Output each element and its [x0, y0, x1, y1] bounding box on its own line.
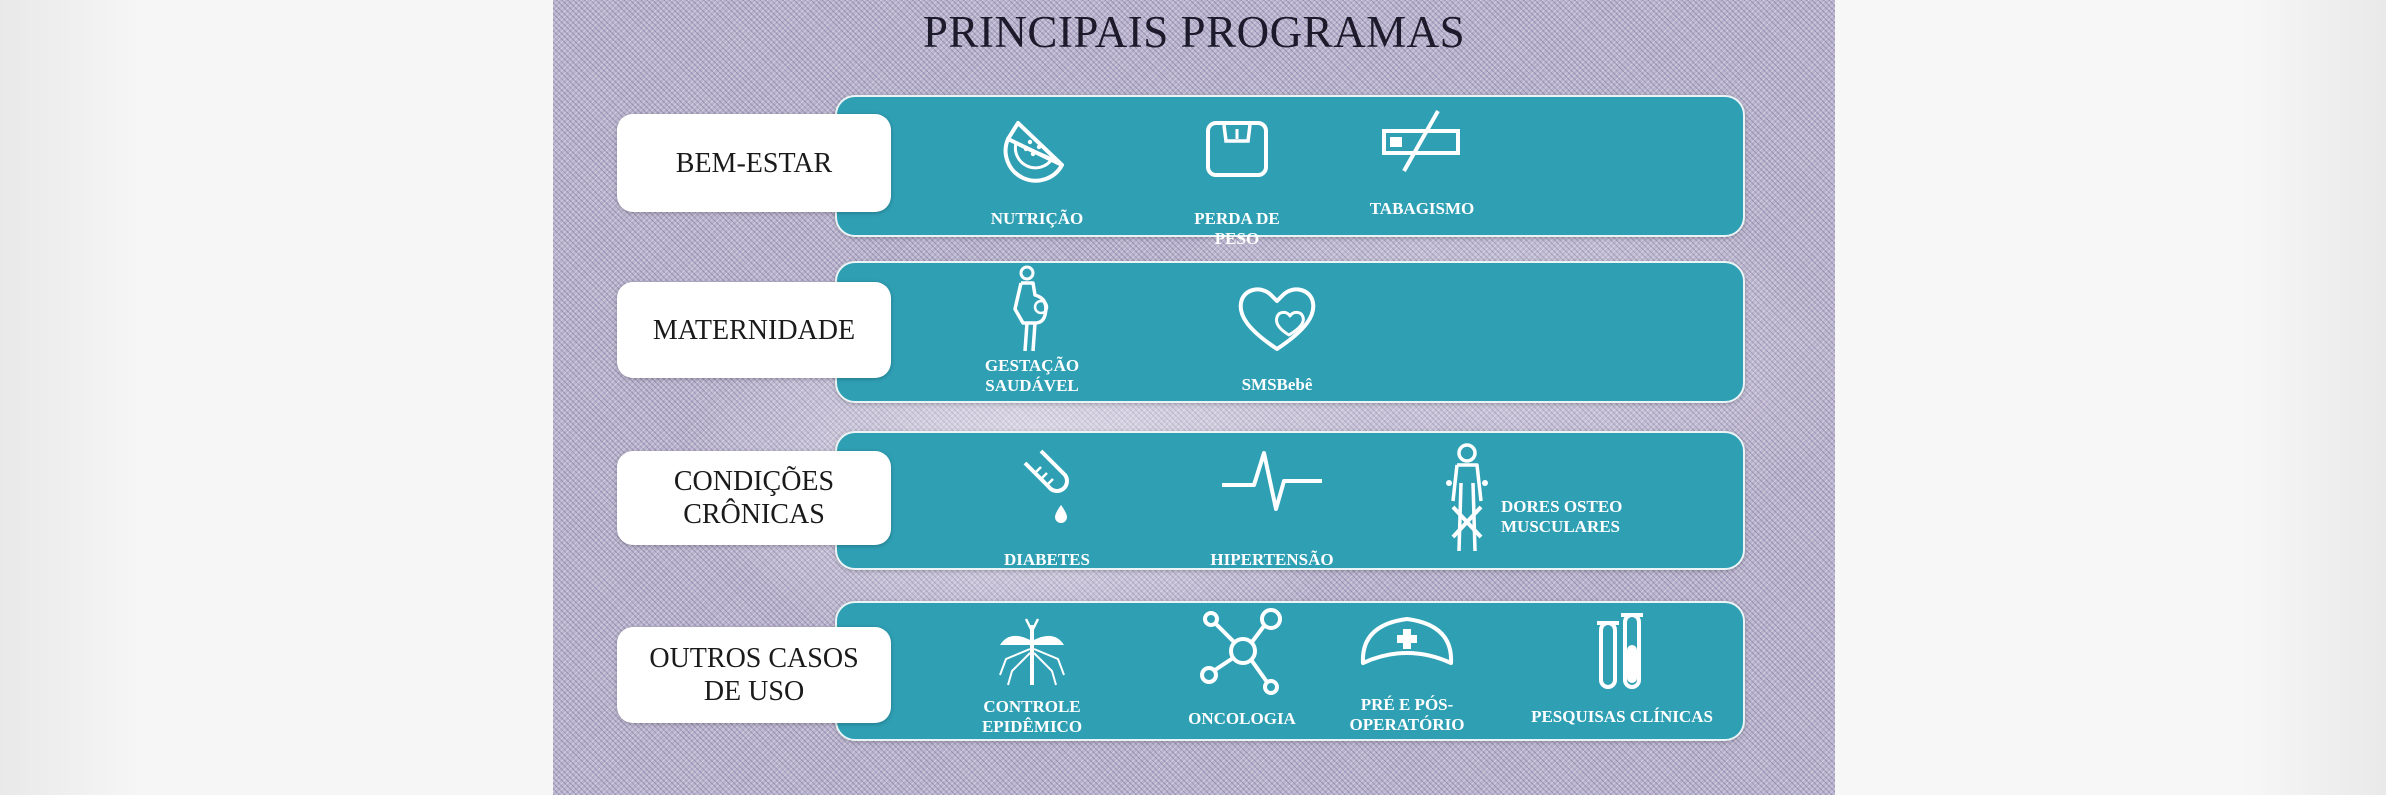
program-smsbebe[interactable]: SMSBebê	[1212, 283, 1342, 394]
item-label: ONCOLOGIA	[1188, 709, 1296, 728]
scale-icon	[1206, 121, 1268, 177]
program-dores-osteo-musculares[interactable]: DORES OSTEO MUSCULARES	[1437, 443, 1737, 561]
category-label-box: BEM-ESTAR	[617, 114, 891, 212]
item-label: PESQUISAS CLÍNICAS	[1531, 707, 1713, 726]
program-nutricao[interactable]: NUTRIÇÃO	[977, 117, 1097, 228]
slide: PRINCIPAIS PROGRAMAS NUTRIÇÃO PERDA DE P…	[553, 0, 1835, 795]
item-label: DIABETES	[1004, 550, 1090, 569]
item-label: SMSBebê	[1241, 375, 1313, 394]
category-label: BEM-ESTAR	[675, 147, 833, 179]
pregnant-woman-icon	[1013, 265, 1049, 352]
category-label-box: MATERNIDADE	[617, 282, 891, 378]
no-smoking-icon	[1382, 110, 1460, 172]
category-label: MATERNIDADE	[652, 314, 856, 346]
hearts-icon	[1238, 287, 1316, 351]
mosquito-icon	[999, 618, 1065, 686]
item-label: DORES OSTEO MUSCULARES	[1501, 497, 1623, 536]
category-band-condicoes-cronicas: DIABETES HIPERTENSÃO DORES OSTEO MUSCULA…	[617, 431, 1745, 570]
category-label-box: OUTROS CASOS DE USO	[617, 627, 891, 723]
glucose-test-icon	[1023, 449, 1069, 523]
program-hipertensao[interactable]: HIPERTENSÃO	[1197, 447, 1347, 569]
page-title: PRINCIPAIS PROGRAMAS	[922, 7, 1466, 57]
item-label: CONTROLE EPIDÊMICO	[981, 697, 1083, 736]
program-diabetes[interactable]: DIABETES	[987, 447, 1107, 569]
item-label: GESTAÇÃO SAUDÁVEL	[984, 356, 1080, 395]
joint-pain-icon	[1446, 443, 1488, 552]
category-label: CONDIÇÕES CRÔNICAS	[673, 466, 835, 530]
watermelon-icon	[1003, 121, 1064, 183]
item-label: TABAGISMO	[1369, 199, 1475, 218]
nurse-cap-icon	[1360, 617, 1454, 665]
molecule-icon	[1200, 608, 1282, 695]
program-pesquisas-clinicas[interactable]: PESQUISAS CLÍNICAS	[1517, 609, 1727, 735]
program-tabagismo[interactable]: TABAGISMO	[1357, 107, 1487, 218]
heartbeat-icon	[1222, 451, 1322, 511]
category-band-outros-casos: CONTROLE EPIDÊMICO ONCOLOGIA PRÉ	[617, 601, 1745, 741]
category-band-bem-estar: NUTRIÇÃO PERDA DE PESO TABAGISMO BEM-EST…	[617, 95, 1745, 248]
program-oncologia[interactable]: ONCOLOGIA	[1177, 605, 1307, 735]
item-label: NUTRIÇÃO	[990, 209, 1084, 228]
item-label: PRÉ E PÓS- OPERATÓRIO	[1349, 695, 1465, 734]
program-controle-epidemico[interactable]: CONTROLE EPIDÊMICO	[967, 615, 1097, 741]
category-label: OUTROS CASOS DE USO	[649, 643, 859, 707]
item-label: HIPERTENSÃO	[1210, 550, 1334, 569]
program-perda-de-peso[interactable]: PERDA DE PESO	[1177, 117, 1297, 248]
program-pre-e-pos-operatorio[interactable]: PRÉ E PÓS- OPERATÓRIO	[1337, 613, 1477, 739]
program-gestacao-saudavel[interactable]: GESTAÇÃO SAUDÁVEL	[967, 263, 1097, 399]
category-label-box: CONDIÇÕES CRÔNICAS	[617, 451, 891, 545]
category-band-maternidade: GESTAÇÃO SAUDÁVEL SMSBebê MATERNIDADE	[617, 261, 1745, 403]
item-label: PERDA DE PESO	[1194, 209, 1280, 248]
test-tubes-icon	[1597, 613, 1643, 689]
